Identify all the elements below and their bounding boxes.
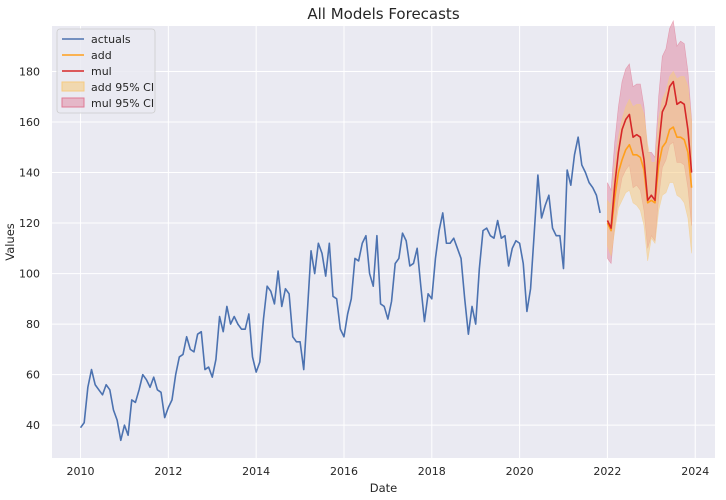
plot-background — [52, 26, 715, 458]
confidence-bands — [607, 19, 692, 265]
x-tick-label: 2014 — [242, 465, 270, 478]
legend-label-add-ci: add 95% CI — [91, 81, 154, 94]
x-tick-label: 2012 — [154, 465, 182, 478]
legend-swatch-mul-ci — [61, 97, 85, 108]
x-tick-label: 2010 — [67, 465, 95, 478]
x-axis-label: Date — [370, 481, 398, 495]
legend: actuals add mul add 95% CI mul 95% CI — [56, 28, 156, 114]
chart-title: All Models Forecasts — [307, 5, 459, 23]
y-axis-label: Values — [3, 223, 17, 261]
y-axis-ticks: 40 60 80 100 120 140 160 180 — [19, 65, 40, 432]
y-tick-label: 40 — [26, 419, 40, 432]
legend-label-mul-ci: mul 95% CI — [91, 97, 154, 110]
x-tick-label: 2018 — [418, 465, 446, 478]
y-tick-label: 80 — [26, 318, 40, 331]
y-tick-label: 160 — [19, 116, 40, 129]
x-axis-ticks: 2010 2012 2014 2016 2018 2020 2022 2024 — [67, 465, 710, 478]
y-tick-label: 100 — [19, 268, 40, 281]
legend-box — [56, 28, 156, 114]
add-ci-band — [607, 70, 692, 261]
legend-label-actuals: actuals — [91, 33, 131, 46]
x-tick-label: 2022 — [593, 465, 621, 478]
x-tick-label: 2020 — [506, 465, 534, 478]
x-tick-label: 2024 — [681, 465, 709, 478]
series-lines — [79, 80, 693, 442]
x-tick-label: 2016 — [330, 465, 358, 478]
grid-lines — [52, 26, 715, 458]
mul-forecast-line — [606, 80, 693, 229]
y-tick-label: 140 — [19, 167, 40, 180]
legend-label-add: add — [91, 49, 112, 62]
y-tick-label: 60 — [26, 369, 40, 382]
y-tick-label: 120 — [19, 217, 40, 230]
actuals-line — [79, 136, 601, 442]
legend-swatch-add-ci — [61, 81, 85, 92]
y-tick-label: 180 — [19, 65, 40, 78]
add-forecast-line — [606, 126, 693, 232]
legend-label-mul: mul — [91, 65, 112, 78]
